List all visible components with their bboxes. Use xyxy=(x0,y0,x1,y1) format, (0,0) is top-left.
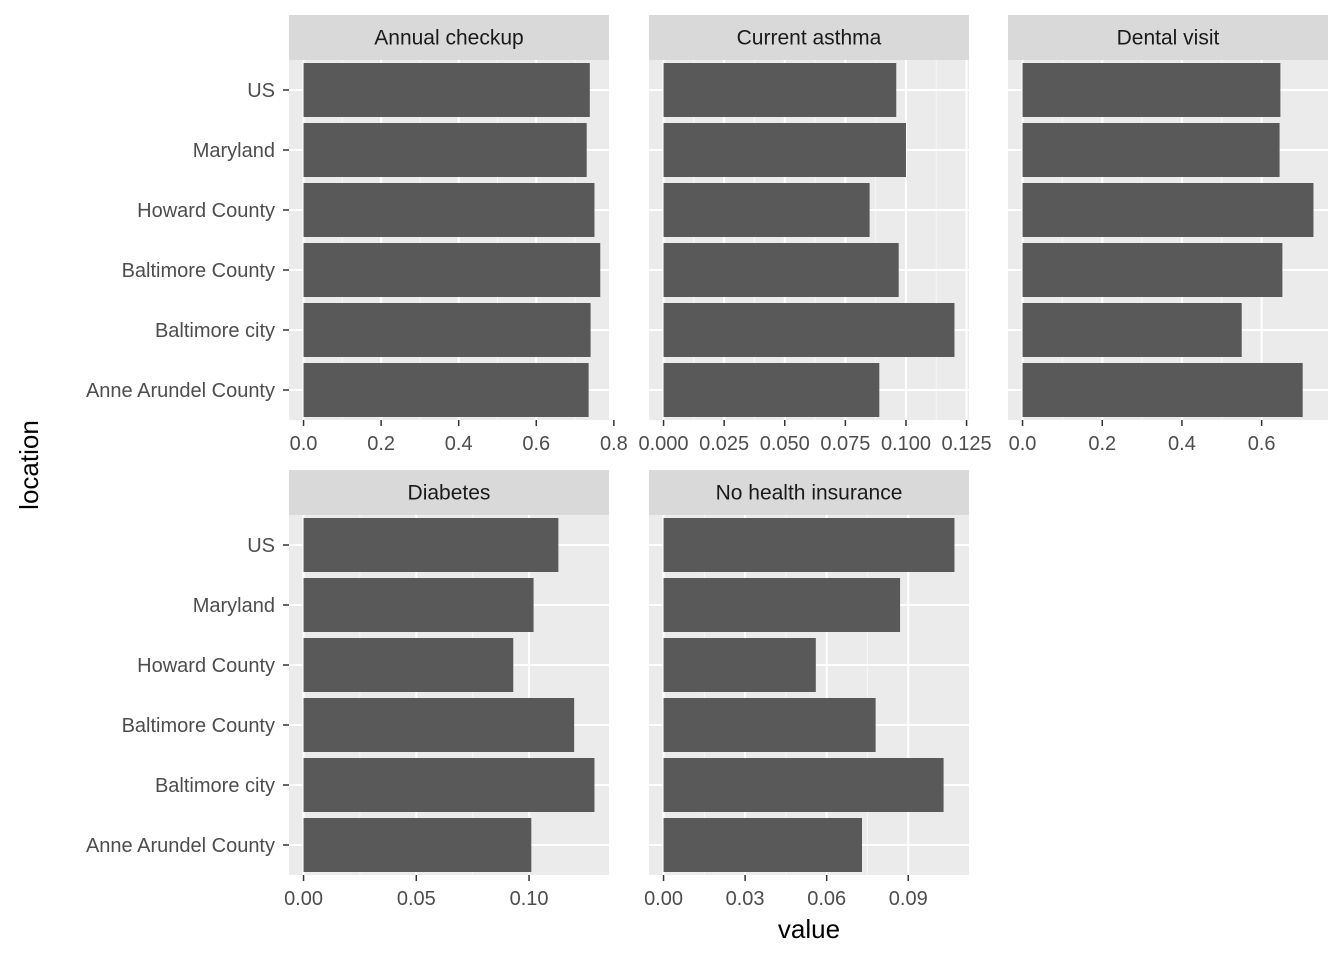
bar xyxy=(303,243,601,297)
x-tick-label: 0.025 xyxy=(699,433,749,455)
y-tick-label: US xyxy=(247,535,275,557)
bar xyxy=(663,123,906,177)
x-tick-label: 0.075 xyxy=(820,433,870,455)
bar xyxy=(303,123,587,177)
bar xyxy=(1022,183,1314,237)
y-tick-label: Maryland xyxy=(193,140,275,162)
bar xyxy=(663,303,955,357)
y-tick-label: Baltimore County xyxy=(122,260,275,282)
bar xyxy=(663,63,897,117)
x-tick-label: 0.00 xyxy=(644,888,683,910)
facet-panel: Annual checkup 0.0 0.2 0.4 0.6 0.8 Anne Arunde… xyxy=(86,15,628,455)
bar xyxy=(303,638,514,692)
x-tick-label: 0.100 xyxy=(881,433,931,455)
bar xyxy=(303,303,591,357)
bar xyxy=(663,363,880,417)
bar xyxy=(663,638,816,692)
x-tick-label: 0.00 xyxy=(284,888,323,910)
facet-strip xyxy=(649,15,969,60)
facet-title: Diabetes xyxy=(408,482,491,505)
y-tick-label: Baltimore city xyxy=(155,775,275,797)
bar xyxy=(663,518,955,572)
panel-background xyxy=(289,515,609,875)
x-tick-label: 0.05 xyxy=(397,888,436,910)
y-tick-label: Howard County xyxy=(137,200,275,222)
bar xyxy=(663,578,901,632)
facet-strip xyxy=(1008,15,1328,60)
y-tick-label: Baltimore city xyxy=(155,320,275,342)
x-tick-label: 0.125 xyxy=(942,433,992,455)
facet-panel: Diabetes 0.00 0.05 0.10 Anne Arundel County B… xyxy=(86,470,609,910)
x-tick-label: 0.8 xyxy=(600,433,628,455)
bar xyxy=(663,698,876,752)
bar xyxy=(663,758,944,812)
bar xyxy=(303,698,575,752)
x-tick-label: 0.4 xyxy=(445,433,473,455)
bar xyxy=(663,818,863,872)
bar xyxy=(303,183,595,237)
bar xyxy=(303,63,590,117)
y-tick-label: Howard County xyxy=(137,655,275,677)
bar xyxy=(303,758,595,812)
bar xyxy=(303,818,532,872)
facet-panel: Dental visit 0.0 0.2 0.4 0.6 xyxy=(1008,15,1328,455)
facet-strip xyxy=(649,470,969,515)
facet-title: Current asthma xyxy=(737,27,882,50)
y-tick-label: Anne Arundel County xyxy=(86,835,275,857)
bar xyxy=(663,243,899,297)
x-tick-label: 0.10 xyxy=(510,888,549,910)
y-tick-label: US xyxy=(247,80,275,102)
facet-title: Annual checkup xyxy=(374,27,523,50)
facet-panel: No health insurance 0.00 0.03 0.06 0.09 xyxy=(644,470,969,910)
bar xyxy=(1022,63,1281,117)
panel-background xyxy=(1008,60,1328,420)
x-tick-label: 0.0 xyxy=(1009,433,1037,455)
facet-strip xyxy=(289,470,609,515)
x-tick-label: 0.000 xyxy=(639,433,689,455)
x-tick-label: 0.6 xyxy=(1248,433,1276,455)
x-tick-label: 0.2 xyxy=(367,433,395,455)
y-tick-label: Baltimore County xyxy=(122,715,275,737)
y-axis-title: location xyxy=(14,420,44,510)
bar xyxy=(1022,123,1280,177)
x-tick-label: 0.2 xyxy=(1088,433,1116,455)
x-tick-label: 0.06 xyxy=(807,888,846,910)
y-tick-label: Maryland xyxy=(193,595,275,617)
panel-background xyxy=(649,60,969,420)
panel-background xyxy=(649,515,969,875)
facet-panel: Current asthma 0.000 0.025 0.050 0.075 0.100 0… xyxy=(639,15,992,455)
y-tick-label: Anne Arundel County xyxy=(86,380,275,402)
x-tick-label: 0.03 xyxy=(726,888,765,910)
bar xyxy=(303,363,589,417)
facet-title: Dental visit xyxy=(1117,27,1220,50)
bar xyxy=(303,518,559,572)
bar xyxy=(1022,303,1242,357)
bar xyxy=(1022,363,1303,417)
bar xyxy=(663,183,870,237)
bar xyxy=(303,578,534,632)
x-tick-label: 0.09 xyxy=(889,888,928,910)
facet-title: No health insurance xyxy=(716,482,903,505)
bar xyxy=(1022,243,1283,297)
x-tick-label: 0.4 xyxy=(1168,433,1196,455)
x-tick-label: 0.050 xyxy=(760,433,810,455)
x-tick-label: 0.0 xyxy=(290,433,318,455)
facet-strip xyxy=(289,15,609,60)
x-tick-label: 0.6 xyxy=(522,433,550,455)
x-axis-title: value xyxy=(778,914,840,944)
